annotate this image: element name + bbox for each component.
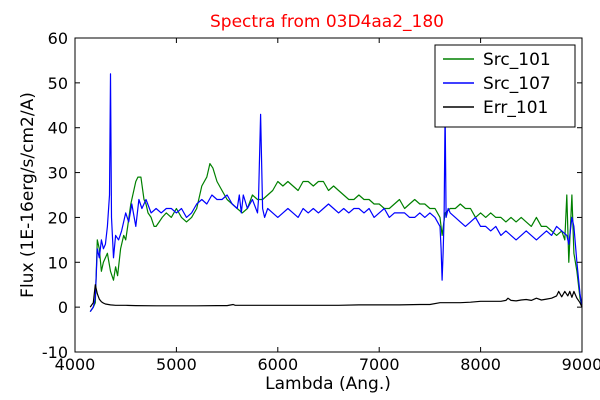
x-tick-label: 4000 <box>55 355 96 374</box>
chart-title: Spectra from 03D4aa2_180 <box>210 12 444 32</box>
x-tick-label: 5000 <box>156 355 197 374</box>
y-axis-label: Flux (1E-16erg/s/cm2/A) <box>18 92 38 298</box>
plot-frame <box>74 37 583 353</box>
legend-label: Src_101 <box>483 50 551 70</box>
legend: Src_101 Src_107 Err_101 <box>434 44 576 128</box>
legend-label: Err_101 <box>483 98 548 118</box>
x-tick-label: 8000 <box>460 355 501 374</box>
x-tick-label: 6000 <box>257 355 298 374</box>
x-tick-label: 7000 <box>359 355 400 374</box>
series-line-src-101 <box>89 163 583 312</box>
series-line-src-107 <box>89 73 583 312</box>
y-tick-label: 60 <box>48 29 68 48</box>
x-tick-label: 9000 <box>562 355 600 374</box>
y-tick-label: 20 <box>48 208 68 227</box>
series-line-err-101 <box>89 284 583 308</box>
y-tick-label: 30 <box>48 164 68 183</box>
y-tick-label: 10 <box>48 253 68 272</box>
ticks-layer: 4000 5000 6000 7000 8000 9000 -10 0 10 20 30 40 50 60 <box>42 29 600 374</box>
y-tick-label: 0 <box>58 298 68 317</box>
series-layer <box>89 73 583 312</box>
y-tick-label: 40 <box>48 119 68 138</box>
y-tick-label: -10 <box>42 343 68 362</box>
legend-label: Src_107 <box>483 74 551 94</box>
x-axis-label: Lambda (Ang.) <box>265 374 391 394</box>
y-tick-label: 50 <box>48 74 68 93</box>
